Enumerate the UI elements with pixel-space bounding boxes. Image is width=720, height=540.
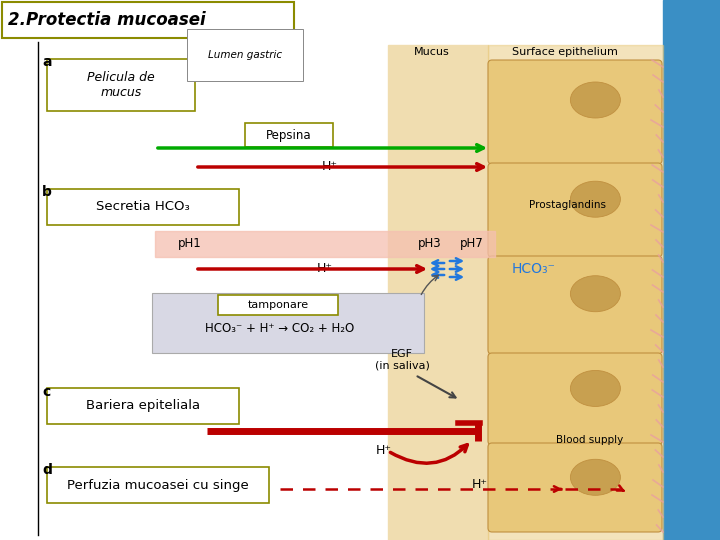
FancyBboxPatch shape [488,256,662,354]
Text: Mucus: Mucus [414,47,450,57]
Text: Pepsina: Pepsina [266,129,312,141]
Ellipse shape [570,181,621,217]
FancyBboxPatch shape [488,163,662,257]
Text: Blood supply: Blood supply [557,435,624,445]
Ellipse shape [570,370,621,407]
FancyBboxPatch shape [2,2,294,38]
Text: H⁺: H⁺ [322,160,338,173]
FancyBboxPatch shape [488,443,662,532]
Bar [663,0,720,540]
Text: H⁺: H⁺ [317,262,333,275]
Ellipse shape [570,276,621,312]
Text: H⁺: H⁺ [472,478,488,491]
FancyBboxPatch shape [218,295,338,315]
FancyBboxPatch shape [245,123,333,147]
Text: Bariera epiteliala: Bariera epiteliala [86,400,200,413]
Text: Perfuzia mucoasei cu singe: Perfuzia mucoasei cu singe [67,478,249,491]
Bar [488,45,663,540]
Text: tamponare: tamponare [248,300,309,310]
Text: b: b [42,185,52,199]
Text: Surface epithelium: Surface epithelium [512,47,618,57]
Text: c: c [42,385,50,399]
Text: a: a [42,55,52,69]
FancyBboxPatch shape [152,293,424,353]
Text: H⁺: H⁺ [376,444,392,457]
Text: pH7: pH7 [460,238,484,251]
Text: HCO₃⁻ + H⁺ → CO₂ + H₂O: HCO₃⁻ + H⁺ → CO₂ + H₂O [205,322,355,335]
Text: pH1: pH1 [178,238,202,251]
FancyBboxPatch shape [47,189,239,225]
FancyBboxPatch shape [47,59,195,111]
Bar [388,45,488,540]
Text: pH3: pH3 [418,238,442,251]
Ellipse shape [570,460,621,495]
Ellipse shape [570,82,621,118]
Text: 2.Protectia mucoasei: 2.Protectia mucoasei [8,11,206,29]
Bar [155,231,495,257]
FancyBboxPatch shape [488,60,662,164]
Text: d: d [42,463,52,477]
Text: Lumen gastric: Lumen gastric [208,50,282,60]
Text: HCO₃⁻: HCO₃⁻ [512,262,556,276]
FancyBboxPatch shape [488,353,662,445]
Text: Secretia HCO₃: Secretia HCO₃ [96,200,190,213]
Text: Pelicula de
mucus: Pelicula de mucus [87,71,155,99]
FancyBboxPatch shape [47,467,269,503]
FancyBboxPatch shape [47,388,239,424]
Text: Prostaglandins: Prostaglandins [529,200,606,210]
Text: EGF
(in saliva): EGF (in saliva) [374,349,429,371]
